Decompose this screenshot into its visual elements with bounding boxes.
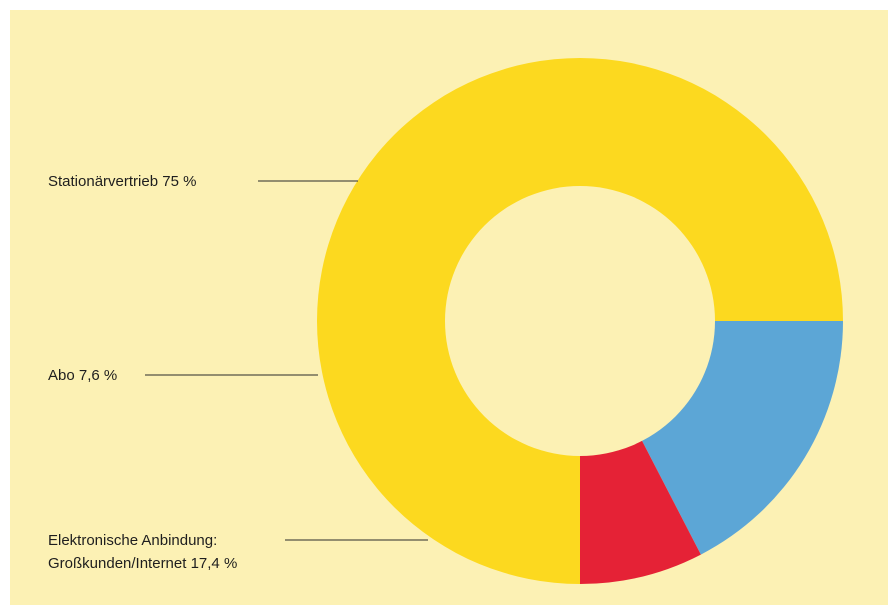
slice-labels: Stationärvertrieb 75 % Abo 7,6 % Elektro… [48,173,237,572]
label-elektronische-anbindung-line2: Großkunden/Internet 17,4 % [48,555,237,572]
donut-center-hole [445,186,715,456]
leader-lines [145,180,428,541]
label-stationaervertrieb: Stationärvertrieb 75 % [48,173,196,190]
label-elektronische-anbindung-line1: Elektronische Anbindung: [48,532,217,549]
label-abo: Abo 7,6 % [48,367,117,384]
